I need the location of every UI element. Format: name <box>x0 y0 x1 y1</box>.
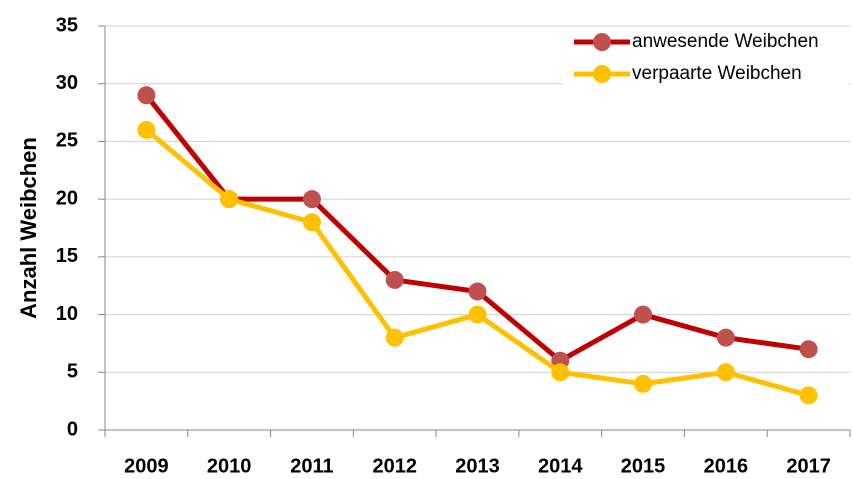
y-tick-label: 10 <box>56 303 78 325</box>
point <box>137 120 156 139</box>
y-tick-label: 30 <box>56 72 78 94</box>
point <box>799 386 818 405</box>
point <box>385 328 404 347</box>
legend-label: anwesende Weibchen <box>632 31 819 52</box>
x-tick-label: 2012 <box>372 455 417 477</box>
x-tick-label: 2013 <box>455 455 500 477</box>
y-tick-label: 0 <box>67 418 78 440</box>
legend-marker <box>593 65 611 83</box>
point <box>137 86 156 105</box>
point <box>220 190 239 209</box>
series-line <box>144 127 810 398</box>
x-tick-label: 2017 <box>786 455 831 477</box>
point <box>468 282 487 301</box>
x-tick-label: 2014 <box>538 455 583 477</box>
point <box>468 305 487 324</box>
point <box>302 213 321 232</box>
x-tick-label: 2009 <box>124 455 169 477</box>
x-tick-label: 2011 <box>290 455 333 477</box>
y-tick-label: 25 <box>56 130 78 152</box>
x-tick-label: 2016 <box>704 455 749 477</box>
x-tick-label: 2010 <box>207 455 252 477</box>
point <box>634 374 653 393</box>
legend-label: verpaarte Weibchen <box>632 63 802 84</box>
x-tick-label: 2015 <box>621 455 666 477</box>
y-tick-label: 35 <box>56 14 78 36</box>
point <box>385 270 404 289</box>
point <box>551 363 570 382</box>
point <box>799 340 818 359</box>
y-tick-label: 15 <box>56 245 78 267</box>
y-tick-label: 20 <box>56 187 78 209</box>
point <box>716 328 735 347</box>
point <box>302 190 321 209</box>
y-tick-label: 5 <box>67 361 78 383</box>
point <box>634 305 653 324</box>
point <box>716 363 735 382</box>
y-axis-label: Anzahl Weibchen <box>16 137 41 319</box>
legend-marker <box>593 33 611 51</box>
